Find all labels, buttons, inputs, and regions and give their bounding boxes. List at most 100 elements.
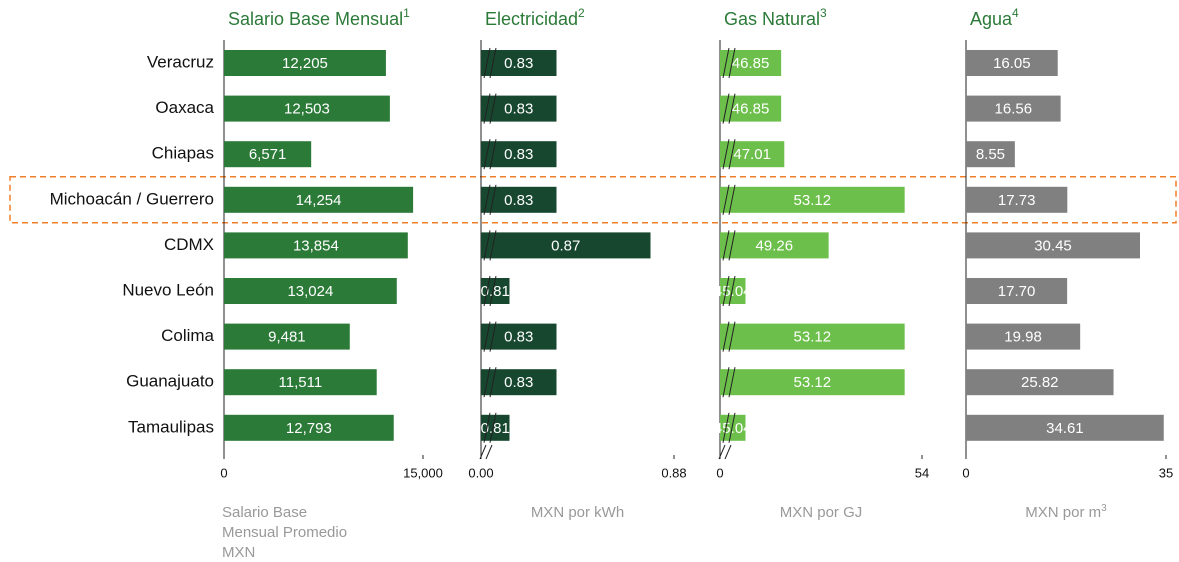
value-label: 0.83	[504, 55, 533, 72]
value-label: 17.70	[998, 283, 1036, 300]
value-label: 12,793	[286, 420, 332, 437]
bar	[966, 414, 1164, 441]
value-label: 9,481	[268, 329, 306, 346]
category-label: Veracruz	[147, 52, 214, 71]
break-mark	[722, 412, 730, 443]
break-mark	[724, 444, 732, 460]
bar	[720, 323, 905, 350]
category-label: Colima	[161, 326, 214, 345]
value-label: 53.12	[794, 192, 832, 209]
break-mark	[483, 321, 491, 352]
break-mark	[728, 275, 736, 307]
break-mark	[728, 367, 736, 398]
value-label: 0.81	[481, 283, 510, 300]
bar	[966, 95, 1061, 122]
value-label: 17.73	[998, 192, 1036, 209]
break-mark	[489, 184, 497, 215]
value-label: 16.56	[995, 101, 1033, 118]
category-label: Guanajuato	[126, 372, 214, 391]
title-sup: 4	[1012, 6, 1019, 20]
value-label: 6,571	[249, 146, 287, 163]
break-mark	[483, 47, 491, 79]
break-mark	[483, 275, 491, 307]
break-mark	[483, 230, 491, 261]
bar	[966, 323, 1081, 350]
bar	[966, 278, 1068, 304]
panel-title: Gas Natural3	[724, 6, 827, 29]
x-tick-label: 15,000	[403, 465, 443, 480]
break-mark	[728, 230, 736, 261]
title-text: Salario Base Mensual	[228, 9, 403, 29]
break-mark	[483, 412, 491, 443]
panel-title: Salario Base Mensual1	[228, 6, 410, 29]
value-label: 12,503	[284, 101, 330, 118]
value-label: 11,511	[279, 374, 323, 391]
bar	[224, 369, 377, 396]
category-label: Tamaulipas	[128, 417, 214, 436]
break-mark	[483, 367, 491, 398]
break-mark	[728, 139, 736, 170]
axis-label-text: MXN por kWh	[531, 504, 624, 521]
break-mark	[489, 139, 497, 170]
value-label: 47.01	[733, 146, 771, 163]
value-label: 0.81	[481, 420, 510, 437]
value-label: 0.83	[504, 146, 533, 163]
bar	[720, 232, 829, 259]
break-mark	[728, 412, 736, 443]
bar	[224, 141, 312, 168]
value-label: 8.55	[976, 146, 1005, 163]
break-mark	[722, 184, 730, 215]
axis-label-line: Mensual Promedio	[222, 524, 347, 541]
title-text: Electricidad	[485, 9, 578, 29]
value-label: 0.83	[504, 374, 533, 391]
bar	[481, 323, 557, 350]
x-tick-label: 0	[716, 465, 723, 480]
bar	[481, 369, 557, 396]
bar	[224, 95, 390, 122]
break-mark	[489, 93, 497, 124]
break-mark	[489, 321, 497, 352]
category-label: Nuevo León	[122, 280, 214, 299]
value-label: 53.12	[794, 374, 832, 391]
break-mark	[485, 444, 493, 460]
panel-title: Agua4	[970, 6, 1019, 29]
bar	[224, 414, 394, 441]
bar	[224, 232, 408, 259]
bar	[720, 186, 905, 213]
category-label: Michoacán / Guerrero	[50, 189, 214, 208]
axis-label: Salario Base Mensual Promedio MXN	[222, 504, 347, 561]
bar	[720, 369, 905, 396]
value-label: 13,854	[293, 237, 339, 254]
bar	[966, 232, 1140, 259]
break-mark	[483, 184, 491, 215]
bar	[224, 278, 397, 304]
value-label: 0.87	[551, 237, 580, 254]
break-mark	[728, 93, 736, 124]
value-label: 0.83	[504, 329, 533, 346]
panel-title: Electricidad2	[485, 6, 585, 29]
value-label: 19.98	[1004, 329, 1042, 346]
break-mark	[728, 47, 736, 79]
title-sup: 2	[578, 6, 585, 20]
value-label: 13,024	[287, 283, 333, 300]
value-label: 45.04	[714, 420, 752, 437]
category-label: Oaxaca	[155, 98, 214, 117]
axis-label-text: MXN por m	[1025, 504, 1101, 521]
bar	[481, 50, 557, 76]
bar	[966, 186, 1068, 213]
break-mark	[728, 321, 736, 352]
bar	[224, 323, 350, 350]
title-sup: 3	[820, 6, 827, 20]
title-text: Gas Natural	[724, 9, 820, 29]
value-label: 53.12	[794, 329, 832, 346]
bar	[966, 50, 1058, 76]
axis-label: MXN por kWh	[531, 504, 624, 521]
break-mark	[722, 275, 730, 307]
break-mark	[728, 184, 736, 215]
break-mark	[722, 47, 730, 79]
break-mark	[722, 139, 730, 170]
value-label: 46.85	[732, 55, 770, 72]
axis-label-line: MXN	[222, 544, 255, 561]
value-label: 45.04	[714, 283, 752, 300]
